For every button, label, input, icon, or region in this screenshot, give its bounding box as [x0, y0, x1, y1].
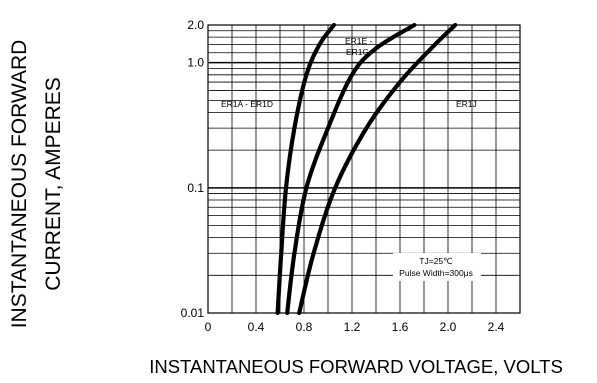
label-conditions-pulse: Pulse Width=300μs [399, 268, 473, 278]
y-tick-label: 0.1 [187, 181, 204, 195]
y-tick-labels: 0.01 0.1 1.0 2.0 [181, 18, 205, 320]
label-er1j: ER1J [456, 99, 477, 109]
y-tick-label: 2.0 [187, 18, 204, 32]
y-tick-label: 0.01 [181, 306, 205, 320]
y-axis-title-line2: CURRENT, AMPERES [42, 77, 65, 291]
series-line-3 [297, 22, 458, 316]
x-tick-labels: 0 0.4 0.8 1.2 1.6 2.0 2.4 [205, 320, 505, 334]
x-tick-label: 0.4 [248, 320, 265, 334]
label-er1a-er1d: ER1A - ER1D [221, 99, 273, 109]
label-er1e-line1: ER1E - [345, 36, 373, 46]
conditions-box [393, 253, 481, 281]
series-line-2 [285, 22, 417, 316]
y-axis-title-line1: INSTANTANEOUS FORWARD [8, 40, 31, 329]
x-tick-label: 0 [205, 320, 212, 334]
x-tick-label: 2.4 [488, 320, 505, 334]
x-axis-title: INSTANTANEOUS FORWARD VOLTAGE, VOLTS [149, 356, 563, 377]
plot-frame [207, 24, 521, 314]
x-tick-label: 1.2 [344, 320, 361, 334]
x-tick-label: 2.0 [440, 320, 457, 334]
series-curves [275, 22, 458, 316]
label-er1e-line2: ER1G [346, 47, 369, 57]
series-line-1 [275, 22, 337, 316]
y-tick-label: 1.0 [187, 56, 204, 70]
x-tick-label: 1.6 [392, 320, 409, 334]
label-conditions-temperature: TJ=25℃ [419, 256, 453, 266]
x-tick-label: 0.8 [296, 320, 313, 334]
